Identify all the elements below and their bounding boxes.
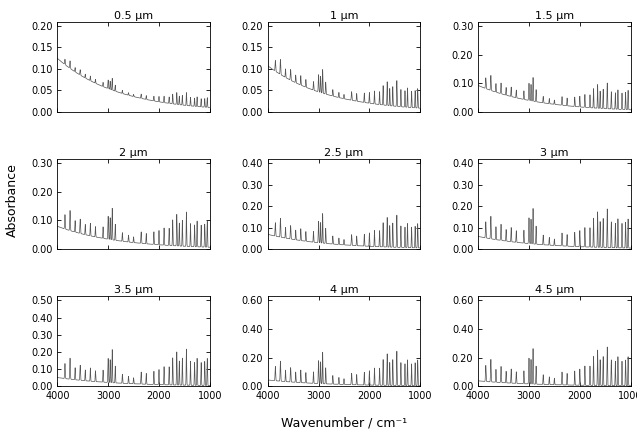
Title: 2.5 μm: 2.5 μm: [324, 148, 364, 158]
Text: Absorbance: Absorbance: [6, 163, 19, 237]
Title: 2 μm: 2 μm: [119, 148, 148, 158]
Title: 3 μm: 3 μm: [540, 148, 569, 158]
Title: 4 μm: 4 μm: [330, 285, 358, 295]
Title: 1 μm: 1 μm: [330, 11, 358, 21]
Text: Wavenumber / cm⁻¹: Wavenumber / cm⁻¹: [281, 417, 407, 430]
Title: 4.5 μm: 4.5 μm: [535, 285, 574, 295]
Title: 1.5 μm: 1.5 μm: [535, 11, 574, 21]
Title: 0.5 μm: 0.5 μm: [114, 11, 153, 21]
Title: 3.5 μm: 3.5 μm: [114, 285, 153, 295]
